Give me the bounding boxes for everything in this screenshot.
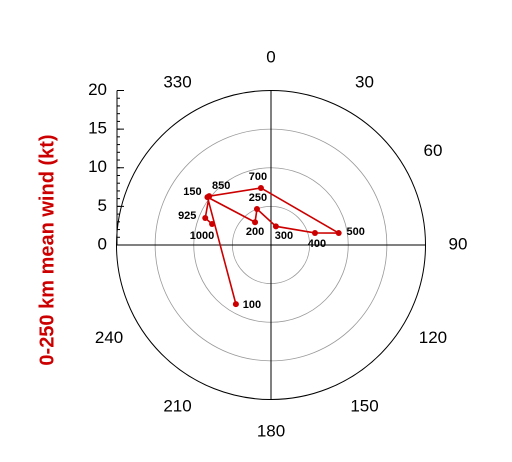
point-label: 500 (347, 226, 365, 238)
angle-label: 120 (419, 328, 447, 347)
point (232, 301, 239, 308)
point (204, 194, 211, 201)
point (253, 206, 260, 213)
point-label: 150 (183, 186, 201, 198)
angle-label: 180 (257, 421, 285, 440)
angle-label: 0 (266, 47, 275, 66)
point-label: 250 (249, 192, 267, 204)
angle-label: 330 (163, 73, 191, 92)
r-tick-label: 10 (88, 157, 107, 176)
point-label: 700 (249, 171, 267, 183)
point-label: 925 (178, 210, 196, 222)
point (311, 229, 318, 236)
point (209, 221, 216, 228)
point-label: 100 (243, 299, 261, 311)
angle-label: 90 (449, 234, 468, 253)
point-label: 400 (308, 238, 326, 250)
r-tick-label: 15 (88, 119, 107, 138)
point (272, 223, 279, 230)
r-tick-label: 5 (98, 196, 107, 215)
angle-label: 240 (95, 328, 123, 347)
point (202, 215, 209, 222)
point-label: 1000 (190, 230, 214, 242)
angle-label: 30 (355, 73, 374, 92)
r-tick-label: 20 (88, 80, 107, 99)
point (335, 230, 342, 237)
point (257, 184, 264, 191)
point (252, 219, 259, 226)
angle-label: 150 (350, 396, 378, 415)
angle-label: 210 (163, 396, 191, 415)
point-label: 850 (212, 180, 230, 192)
point-label: 200 (246, 226, 264, 238)
angle-label: 60 (423, 141, 442, 160)
y-axis-label: 0-250 km mean wind (kt) (36, 134, 58, 365)
r-tick-label: 0 (98, 234, 107, 253)
point-label: 300 (275, 230, 293, 242)
